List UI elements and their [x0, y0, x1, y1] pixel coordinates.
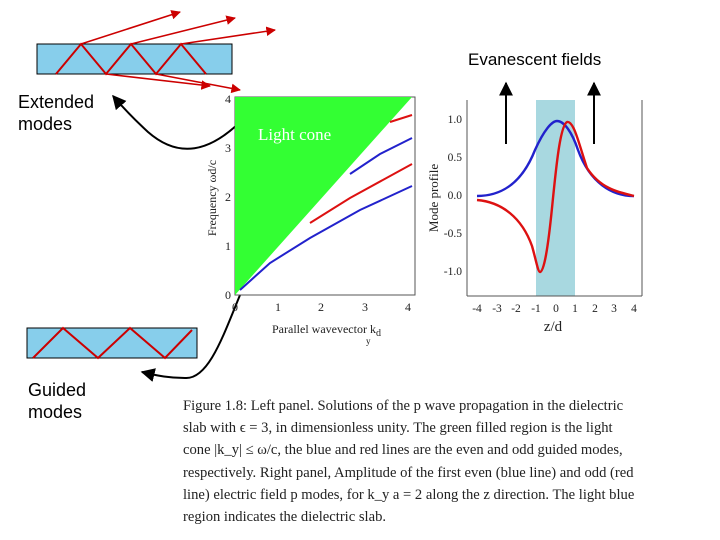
guided-label-line2: modes — [28, 402, 83, 422]
caption-line: cone |k_y| ≤ ω/c, the blue and red lines… — [183, 442, 623, 459]
guided-pointer-arrow — [140, 282, 246, 382]
caption-line: region indicates the dielectric slab. — [183, 509, 387, 526]
caption-line: slab with ϵ = 3, in dimensionless unity.… — [183, 420, 613, 437]
odd-mode-upper — [389, 114, 413, 123]
odd-mode-profile — [476, 120, 635, 274]
profile-y-label: Mode profile — [426, 164, 441, 232]
dispersion-plot: Light cone 0 1 2 3 4 0 1 2 3 4 Frequency… — [205, 92, 416, 346]
y-tick: -1.0 — [444, 266, 462, 278]
y-tick: 0.0 — [448, 190, 463, 202]
profile-y-ticks: 1.0 0.5 0.0 -0.5 -1.0 — [444, 114, 462, 278]
y-tick: 1.0 — [448, 114, 463, 126]
x-tick: 0 — [553, 303, 559, 315]
caption-line: Figure 1.8: Left panel. Solutions of the… — [183, 398, 624, 414]
guided-modes-label: Guided modes — [28, 379, 86, 423]
profile-x-ticks: -4 -3 -2 -1 0 1 2 3 4 — [472, 303, 637, 315]
dielectric-region — [536, 100, 575, 296]
x-tick: 0 — [232, 300, 238, 314]
mode-profile-plot: 1.0 0.5 0.0 -0.5 -1.0 -4 -3 -2 -1 0 1 2 … — [426, 100, 643, 335]
x-tick: 1 — [275, 300, 281, 314]
extended-label-line2: modes — [18, 114, 73, 134]
guided-label-line1: Guided — [28, 380, 87, 400]
extended-modes-label: Extended modes — [18, 91, 94, 135]
y-tick: 2 — [225, 190, 231, 204]
y-tick: 3 — [225, 141, 231, 155]
dispersion-x-label: Parallel wavevector kd — [272, 322, 381, 339]
x-tick: 3 — [362, 300, 368, 314]
x-tick: 1 — [572, 303, 578, 315]
extended-rays — [80, 10, 276, 94]
figure-caption: Figure 1.8: Left panel. Solutions of the… — [183, 395, 683, 528]
caption-line: line) electric field p modes, for k_y a … — [183, 486, 635, 503]
dispersion-x-label-sub: y — [366, 336, 371, 346]
y-tick: -0.5 — [444, 228, 462, 240]
even-mode-lower — [239, 185, 413, 291]
caption-line: respectively. Right panel, Amplitude of … — [183, 464, 634, 481]
x-tick: 3 — [611, 303, 617, 315]
odd-mode-lower — [309, 163, 413, 224]
even-mode-upper — [349, 137, 413, 175]
x-tick: 4 — [405, 300, 411, 314]
x-tick: 4 — [631, 303, 637, 315]
extended-label-line1: Extended — [18, 92, 95, 112]
extended-pointer-arrow — [112, 94, 239, 150]
y-tick: 4 — [225, 92, 231, 106]
x-tick: 2 — [592, 303, 598, 315]
y-tick: 0.5 — [448, 152, 463, 164]
dispersion-y-label: Frequency ωd/c — [205, 160, 219, 236]
bottom-slab — [26, 327, 198, 359]
x-tick: 2 — [318, 300, 324, 314]
dispersion-y-ticks: 0 1 2 3 4 — [225, 92, 231, 302]
light-cone-label: Light cone — [258, 125, 331, 144]
dispersion-x-ticks: 0 1 2 3 4 — [232, 300, 411, 314]
y-tick: 1 — [225, 239, 231, 253]
x-tick: -4 — [472, 303, 482, 315]
profile-x-label: z/d — [544, 319, 563, 335]
x-tick: -2 — [511, 303, 521, 315]
light-cone-region — [235, 97, 412, 295]
bottom-slab-zigzag — [32, 326, 193, 360]
evanescent-fields-label: Evanescent fields — [468, 50, 602, 69]
y-tick: 0 — [225, 288, 231, 302]
x-tick: -1 — [531, 303, 541, 315]
x-tick: -3 — [492, 303, 502, 315]
